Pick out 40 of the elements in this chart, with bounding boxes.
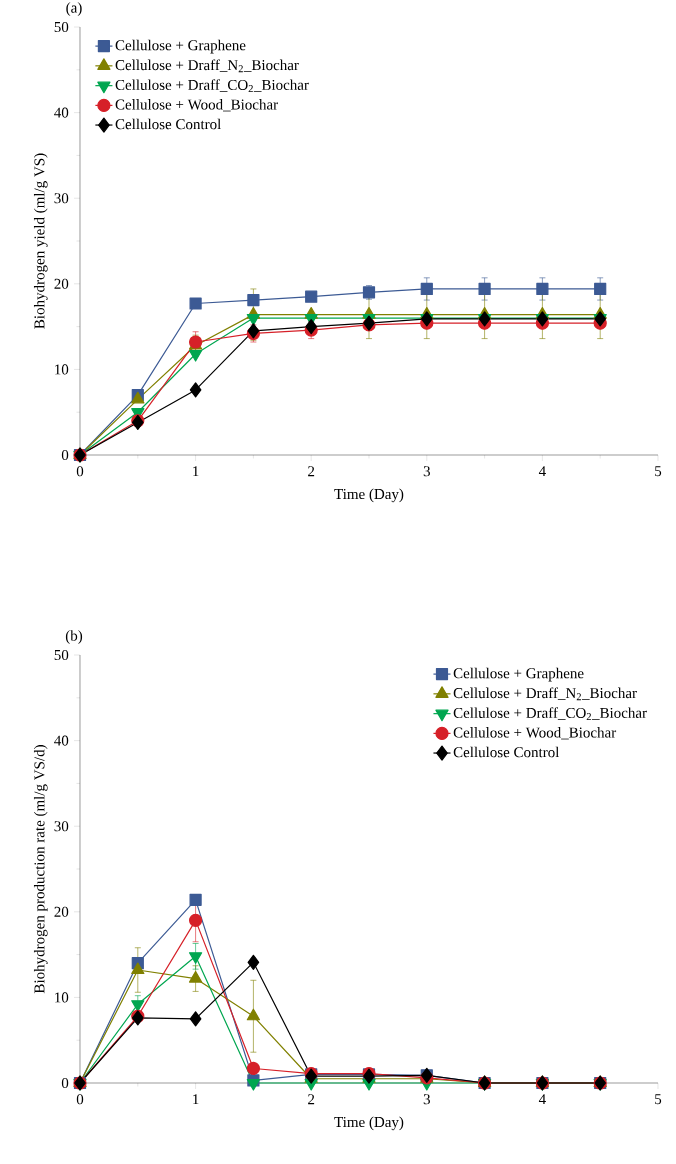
x-tick-label: 5 — [655, 1094, 662, 1105]
x-tick-label: 3 — [423, 1094, 430, 1105]
legend-label: Cellulose + Draff_CO$_{2}$_Biochar — [115, 79, 309, 92]
y-tick-label: 20 — [54, 906, 69, 917]
y-tick-label: 40 — [54, 107, 69, 118]
x-tick-label: 5 — [655, 466, 662, 477]
y-axis-title: Biohydrogen production rate (ml/g VS/d) — [33, 745, 48, 994]
x-tick-label: 0 — [76, 1094, 84, 1105]
legend-label: Cellulose + Draff_N$_{2}$_Biochar — [453, 687, 637, 701]
x-tick-label: 4 — [538, 1094, 546, 1105]
y-tick-label: 30 — [54, 193, 69, 204]
x-tick-label: 1 — [193, 466, 199, 477]
x-axis-title: Time (Day) — [334, 488, 404, 503]
y-tick-label: 0 — [61, 449, 69, 461]
y-tick-label: 50 — [54, 21, 69, 33]
legend-label: Cellulose + Wood_Biochar — [453, 727, 617, 740]
y-tick-label: 40 — [54, 735, 69, 746]
y-tick-label: 20 — [54, 278, 69, 289]
x-tick-label: 2 — [308, 1094, 315, 1105]
y-axis-title: Biohydrogen yield (ml/g VS) — [33, 153, 48, 329]
y-tick-label: 10 — [55, 992, 69, 1003]
x-tick-label: 4 — [538, 466, 546, 477]
y-tick-label: 30 — [54, 821, 69, 832]
legend-label: Cellulose + Graphene — [453, 667, 584, 682]
x-tick-label: 0 — [76, 466, 84, 477]
x-tick-label: 1 — [193, 1094, 199, 1105]
x-tick-label: 3 — [423, 466, 430, 477]
chart-title: (a) — [66, 2, 82, 16]
legend-label: Cellulose + Draff_CO$_{2}$_Biochar — [453, 707, 647, 720]
legend-label: Cellulose + Wood_Biochar — [115, 99, 278, 112]
legend-label: Cellulose Control — [453, 746, 560, 758]
y-tick-label: 10 — [55, 364, 69, 375]
legend-label: Cellulose + Draff_N$_{2}$_Biochar — [115, 59, 299, 73]
chart-title: (b) — [65, 630, 83, 644]
x-tick-label: 2 — [308, 466, 315, 477]
legend-label: Cellulose + Graphene — [115, 39, 246, 54]
y-tick-label: 0 — [61, 1077, 69, 1089]
y-tick-label: 50 — [54, 649, 69, 661]
legend-label: Cellulose Control — [115, 118, 221, 130]
x-axis-title: Time (Day) — [334, 1116, 404, 1131]
